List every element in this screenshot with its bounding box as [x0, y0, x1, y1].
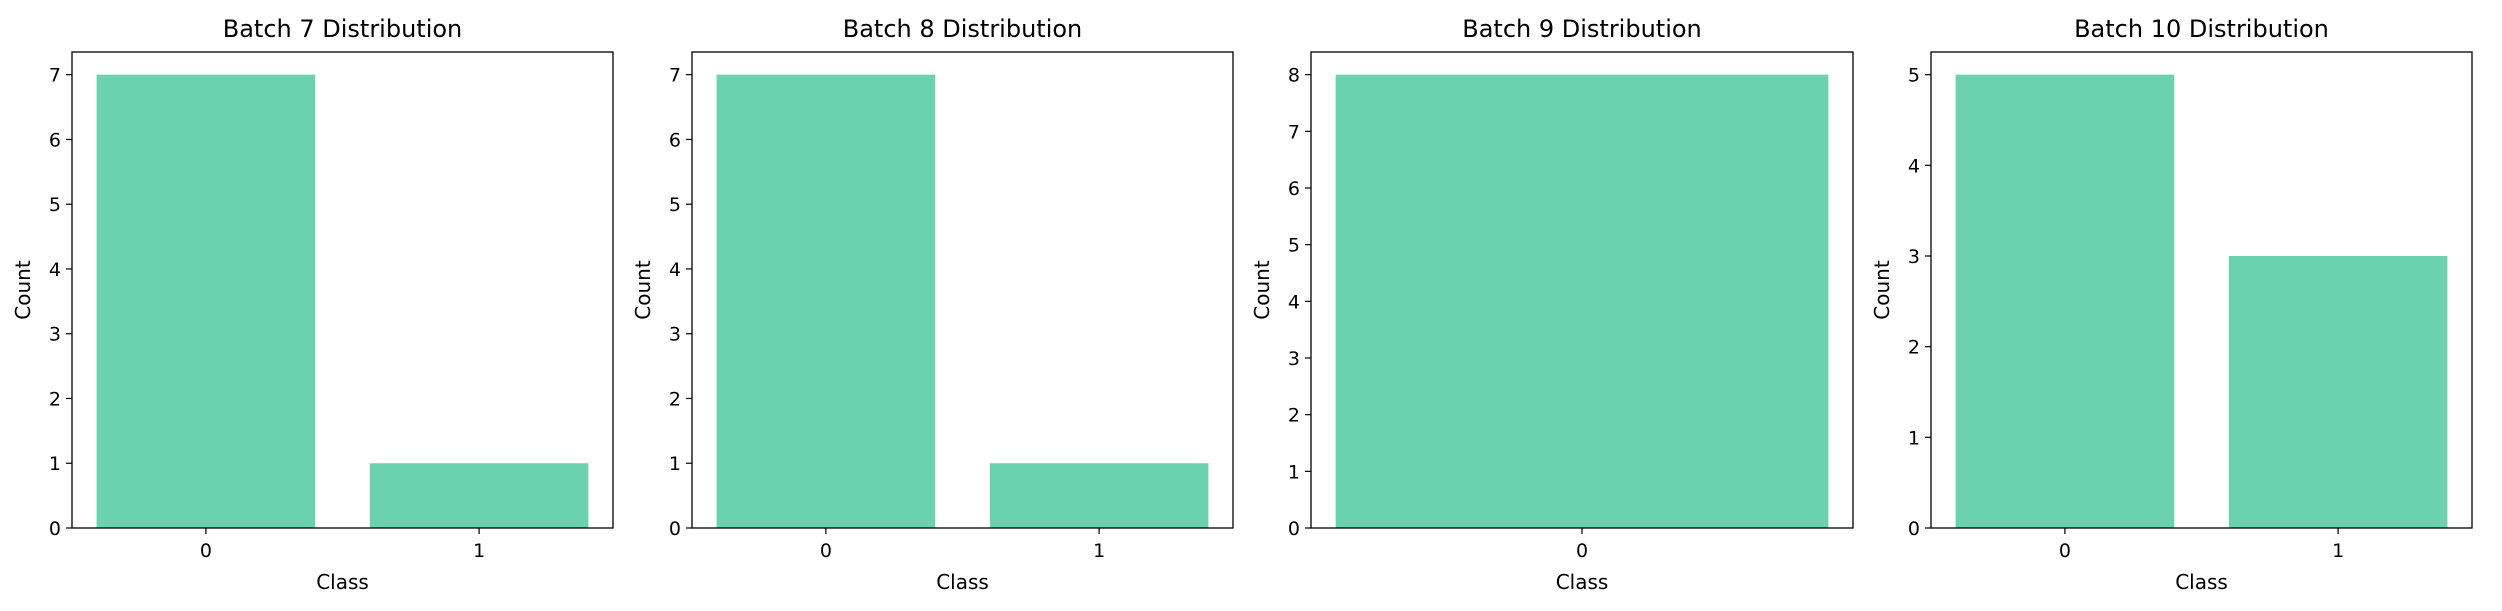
y-tick-label: 0: [1288, 518, 1300, 540]
chart-panel-3: 0 1 2 3 4 5 0 1 Batch 10 Distribution Class Count: [1870, 15, 2473, 594]
y-tick-label: 1: [1908, 427, 1920, 449]
y-tick-label: 0: [49, 518, 61, 540]
bar-0: [1335, 74, 1829, 529]
x-axis-label: Class: [936, 570, 989, 594]
x-tick-label: 1: [2332, 540, 2344, 562]
x-axis-label: Class: [2175, 570, 2228, 594]
axes-frame: [71, 51, 614, 529]
y-tick-label: 3: [1908, 246, 1920, 268]
y-tick-label: 0: [1908, 518, 1920, 540]
y-tick-label: 2: [1288, 405, 1300, 427]
y-tick-label: 7: [669, 65, 681, 87]
x-tick-label: 0: [1576, 540, 1588, 562]
bar-0: [96, 74, 316, 529]
y-axis-label: Count: [1870, 260, 1894, 320]
y-tick-label: 2: [1908, 337, 1920, 359]
y-tick-label: 7: [49, 65, 61, 87]
chart-title: Batch 7 Distribution: [223, 15, 463, 43]
axes-frame: [691, 51, 1234, 529]
y-tick-label: 8: [1288, 65, 1300, 87]
y-tick-label: 5: [1288, 235, 1300, 257]
x-tick-label: 0: [820, 540, 832, 562]
y-tick-label: 5: [669, 194, 681, 216]
chart-panel-1: 0 1 2 3 4 5 6 7 0 1 Batch 8 Distribution Class Count: [631, 15, 1234, 594]
x-tick-label: 1: [1093, 540, 1105, 562]
axes-frame: [1930, 51, 2473, 529]
y-tick-label: 2: [49, 388, 61, 410]
x-axis-label: Class: [316, 570, 369, 594]
y-tick-label: 5: [49, 194, 61, 216]
y-tick-label: 4: [1908, 155, 1920, 177]
y-tick-label: 1: [669, 453, 681, 475]
y-tick-label: 4: [1288, 291, 1300, 313]
y-tick-label: 3: [669, 324, 681, 346]
bar-0: [716, 74, 936, 529]
chart-title: Batch 9 Distribution: [1462, 15, 1702, 43]
chart-title: Batch 8 Distribution: [843, 15, 1083, 43]
chart-panel-2: 0 1 2 3 4 5 6 7 8 0 Batch 9 Distribution Class Count: [1250, 15, 1854, 594]
y-tick-label: 6: [49, 129, 61, 151]
x-tick-label: 0: [200, 540, 212, 562]
bar-1: [2228, 256, 2448, 528]
y-tick-label: 0: [669, 518, 681, 540]
chart-panel-0: 0 1 2 3 4 5 6 7 0 1 Batch 7 Distribution Class Count: [11, 15, 614, 594]
y-tick-label: 4: [669, 259, 681, 281]
y-tick-label: 7: [1288, 121, 1300, 143]
y-tick-label: 2: [669, 388, 681, 410]
bar-1: [989, 463, 1209, 528]
y-tick-label: 1: [49, 453, 61, 475]
y-tick-label: 4: [49, 259, 61, 281]
y-axis-label: Count: [1250, 260, 1274, 320]
y-tick-label: 6: [1288, 178, 1300, 200]
x-tick-label: 0: [2059, 540, 2071, 562]
chart-title: Batch 10 Distribution: [2074, 15, 2329, 43]
y-tick-label: 1: [1288, 461, 1300, 483]
y-tick-label: 3: [1288, 348, 1300, 370]
y-tick-label: 6: [669, 129, 681, 151]
bar-0: [1955, 74, 2175, 529]
bar-1: [369, 463, 589, 528]
y-tick-label: 3: [49, 324, 61, 346]
y-tick-label: 5: [1908, 65, 1920, 87]
y-axis-label: Count: [631, 260, 655, 320]
y-axis-label: Count: [11, 260, 35, 320]
x-tick-label: 1: [473, 540, 485, 562]
x-axis-label: Class: [1556, 570, 1609, 594]
